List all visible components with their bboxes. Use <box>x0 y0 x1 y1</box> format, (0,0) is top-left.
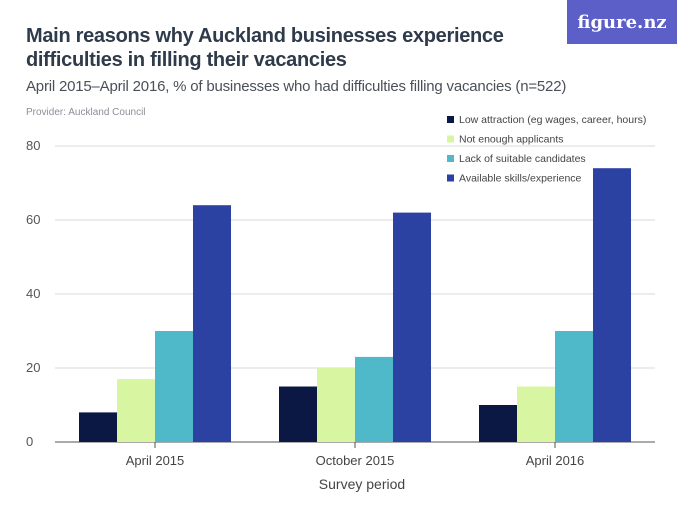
figure-nz-logo[interactable]: figure.nz <box>567 0 677 44</box>
y-tick-label: 0 <box>26 434 33 449</box>
provider-label: Provider: Auckland Council <box>26 107 146 118</box>
chart-subtitle: April 2015–April 2016, % of businesses w… <box>26 78 567 95</box>
legend-label: Low attraction (eg wages, career, hours) <box>459 114 646 126</box>
bar-1-3[interactable] <box>479 405 517 442</box>
bar-3-2[interactable] <box>355 356 393 442</box>
bar-3-1[interactable] <box>155 331 193 442</box>
bar-1-1[interactable] <box>79 412 117 442</box>
y-tick-label: 60 <box>26 212 40 227</box>
x-tick-label: October 2015 <box>316 453 395 468</box>
legend: Low attraction (eg wages, career, hours)… <box>447 114 646 185</box>
x-tick-label: April 2016 <box>526 453 585 468</box>
legend-swatch <box>447 155 454 162</box>
bar-2-1[interactable] <box>117 379 155 442</box>
axes: 0 20 40 60 80 April 2015 October 2015 April 201… <box>26 138 584 492</box>
chart-title: Main reasons why Auckland businesses exp… <box>26 25 504 71</box>
legend-label: Not enough applicants <box>459 134 564 146</box>
y-tick-label: 20 <box>26 360 40 375</box>
legend-swatch <box>447 174 454 182</box>
bar-1-2[interactable] <box>279 386 317 443</box>
legend-label: Lack of suitable candidates <box>459 153 586 165</box>
bar-2-2[interactable] <box>317 368 355 442</box>
x-tick-label: April 2015 <box>126 453 185 468</box>
y-tick-label: 40 <box>26 286 40 301</box>
bar-4-2[interactable] <box>393 212 431 442</box>
bar-4-3[interactable] <box>593 168 631 442</box>
y-tick-label: 80 <box>26 138 40 153</box>
legend-swatch <box>447 135 454 143</box>
legend-swatch <box>447 116 454 123</box>
x-axis-title: Survey period <box>319 476 405 492</box>
bar-2-3[interactable] <box>517 386 555 443</box>
bars <box>79 168 631 442</box>
bar-4-1[interactable] <box>193 205 231 442</box>
legend-label: Available skills/experience <box>459 173 582 185</box>
bar-3-3[interactable] <box>555 331 593 442</box>
